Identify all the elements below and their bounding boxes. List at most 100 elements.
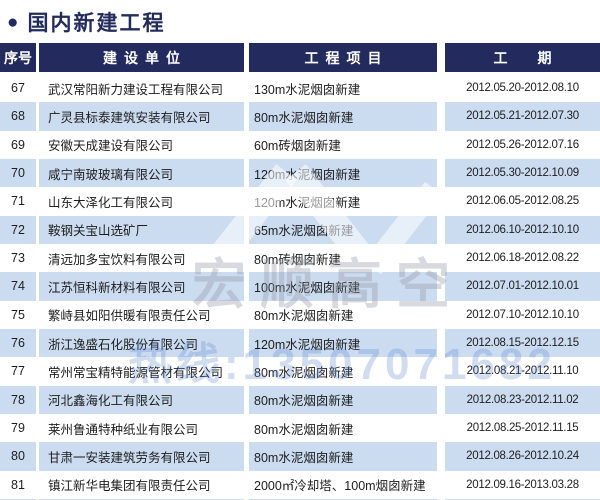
row-project: 80m水泥烟囱新建	[254, 365, 354, 380]
row-index: 71	[11, 194, 25, 209]
column-divider	[437, 43, 445, 72]
row-period: 2012.08.26-2012.10.24	[445, 442, 600, 471]
table-body: 67 武汉常阳新力建设工程有限公司 130m水泥烟囱新建 2012.05.20-201…	[0, 74, 600, 500]
column-divider	[437, 442, 445, 470]
column-divider	[437, 244, 445, 272]
column-divider	[437, 329, 445, 357]
table-row: 70 咸宁南玻玻璃有限公司 120m水泥烟囱新建 2012.05.30-2012.10…	[0, 158, 600, 188]
column-header-company: 建设单位	[39, 43, 244, 72]
row-company: 广灵县标泰建筑安装有限公司	[39, 102, 244, 131]
row-company: 繁峙县如阳供暖有限责任公司	[48, 309, 211, 324]
row-company: 莱州鲁通特种纸业有限公司	[48, 422, 199, 437]
bullet-icon: ●	[7, 11, 19, 33]
row-project: 80m砖烟囱新建	[254, 252, 341, 267]
row-index: 80	[0, 442, 36, 471]
row-period: 2012.07.10-2012.10.10	[466, 308, 579, 321]
column-divider	[437, 301, 445, 329]
table-row: 74 江苏恒科新材料有限公司 100m水泥烟囱新建 2012.07.01-2012.1…	[0, 272, 600, 301]
row-period: 2012.05.21-2012.07.30	[445, 102, 600, 131]
row-period: 2012.08.23-2012.11.02	[445, 385, 600, 414]
row-index: 77	[11, 364, 25, 379]
row-period: 2012.06.05-2012.08.25	[466, 195, 579, 208]
table-row: 73 清远加多宝饮料有限公司 80m砖烟囱新建 2012.06.18-2012.08.…	[0, 244, 600, 272]
row-index: 74	[0, 272, 36, 301]
row-period: 2012.06.18-2012.08.22	[466, 252, 579, 265]
row-cell	[249, 498, 437, 500]
table-row: 80 甘肃一安装建筑劳务有限公司 80m水泥烟囱新建 2012.08.26-2012.…	[0, 442, 600, 471]
row-project: 80m水泥烟囱新建	[254, 422, 354, 437]
table-row: 69 安徽天成建设有限公司 60m砖烟囱新建 2012.05.26-2012.07.1…	[0, 131, 600, 159]
column-header-index: 序号	[0, 43, 36, 72]
row-project: 60m砖烟囱新建	[254, 139, 341, 154]
row-period: 2012.05.26-2012.07.16	[466, 138, 579, 151]
row-company: 清远加多宝饮料有限公司	[48, 252, 186, 267]
table-row: 79 莱州鲁通特种纸业有限公司 80m水泥烟囱新建 2012.08.25-2012.1…	[0, 414, 600, 442]
row-period: 2012.08.15-2012.12.15	[445, 328, 600, 358]
table-row: 68 广灵县标泰建筑安装有限公司 80m水泥烟囱新建 2012.05.21-2012.…	[0, 102, 600, 131]
row-company: 常州常宝精特能源管材有限公司	[48, 365, 224, 380]
table-row-partial	[0, 498, 600, 500]
column-divider	[437, 357, 445, 385]
row-company: 鞍钢关宝山选矿厂	[39, 215, 244, 244]
row-project: 80m水泥烟囱新建	[249, 385, 437, 414]
row-company: 甘肃一安装建筑劳务有限公司	[39, 442, 244, 471]
row-company: 河北鑫海化工有限公司	[39, 385, 244, 414]
column-divider	[437, 187, 445, 215]
row-index: 76	[0, 328, 36, 358]
row-project: 2000㎡冷却塔、100m烟囱新建	[254, 479, 426, 494]
table-row: 71 山东大泽化工有限公司 120m水泥烟囱新建 2012.06.05-2012.08…	[0, 187, 600, 215]
row-project: 80m水泥烟囱新建	[254, 309, 354, 324]
row-period: 2012.06.10-2012.10.10	[445, 215, 600, 244]
row-period: 2012.08.21-2012.11.10	[466, 365, 579, 378]
row-company: 江苏恒科新材料有限公司	[39, 272, 244, 301]
table-row: 76 浙江逸盛石化股份有限公司 120m水泥烟囱新建 2012.08.15-2012.…	[0, 328, 600, 358]
column-divider	[437, 159, 445, 187]
table-row: 77 常州常宝精特能源管材有限公司 80m水泥烟囱新建 2012.08.21-2012…	[0, 357, 600, 385]
row-project: 120m水泥烟囱新建	[249, 158, 437, 188]
row-cell	[0, 498, 36, 500]
row-index: 72	[0, 215, 36, 244]
row-company: 咸宁南玻玻璃有限公司	[39, 158, 244, 188]
row-index: 73	[11, 251, 25, 266]
column-header-project: 工程项目	[249, 43, 437, 72]
row-cell	[445, 498, 600, 500]
row-company: 浙江逸盛石化股份有限公司	[39, 328, 244, 358]
table-row: 67 武汉常阳新力建设工程有限公司 130m水泥烟囱新建 2012.05.20-201…	[0, 74, 600, 102]
page-title: 国内新建工程	[27, 12, 166, 35]
column-divider	[437, 74, 445, 102]
row-index: 79	[11, 421, 25, 436]
column-divider	[437, 131, 445, 159]
row-index: 68	[0, 102, 36, 131]
column-divider	[437, 414, 445, 442]
table-row: 81 镇江新华电集团有限责任公司 2000㎡冷却塔、100m烟囱新建 2012.09.…	[0, 471, 600, 499]
table-row: 78 河北鑫海化工有限公司 80m水泥烟囱新建 2012.08.23-2012.11.…	[0, 385, 600, 414]
row-index: 75	[11, 307, 25, 322]
row-project: 120m水泥烟囱新建	[249, 328, 437, 358]
row-project: 80m水泥烟囱新建	[249, 102, 437, 131]
row-index: 78	[0, 385, 36, 414]
table-header-row: 序号 建设单位 工程项目 工期	[0, 43, 600, 72]
column-divider	[437, 216, 445, 244]
row-company: 安徽天成建设有限公司	[48, 139, 174, 154]
row-project: 65m水泥烟囱新建	[249, 215, 437, 244]
row-project: 120m水泥烟囱新建	[254, 195, 361, 210]
column-divider	[437, 471, 445, 499]
row-period: 2012.08.25-2012.11.15	[466, 422, 579, 435]
row-project: 80m水泥烟囱新建	[249, 442, 437, 471]
row-period: 2012.05.20-2012.08.10	[466, 82, 579, 95]
row-project: 130m水泥烟囱新建	[254, 82, 361, 97]
row-period: 2012.09.16-2013.03.28	[466, 478, 579, 491]
row-project: 100m水泥烟囱新建	[249, 272, 437, 301]
column-header-period: 工期	[445, 43, 600, 72]
table-row: 75 繁峙县如阳供暖有限责任公司 80m水泥烟囱新建 2012.07.10-2012.…	[0, 301, 600, 329]
column-divider	[437, 102, 445, 130]
row-index: 67	[11, 81, 25, 96]
row-period: 2012.07.01-2012.10.01	[445, 272, 600, 301]
page-title-row: ● 国内新建工程	[7, 7, 165, 37]
row-company: 山东大泽化工有限公司	[48, 195, 174, 210]
row-index: 70	[0, 158, 36, 188]
row-cell	[39, 498, 244, 500]
row-company: 镇江新华电集团有限责任公司	[48, 479, 211, 494]
table-row: 72 鞍钢关宝山选矿厂 65m水泥烟囱新建 2012.06.10-2012.10.10	[0, 215, 600, 244]
